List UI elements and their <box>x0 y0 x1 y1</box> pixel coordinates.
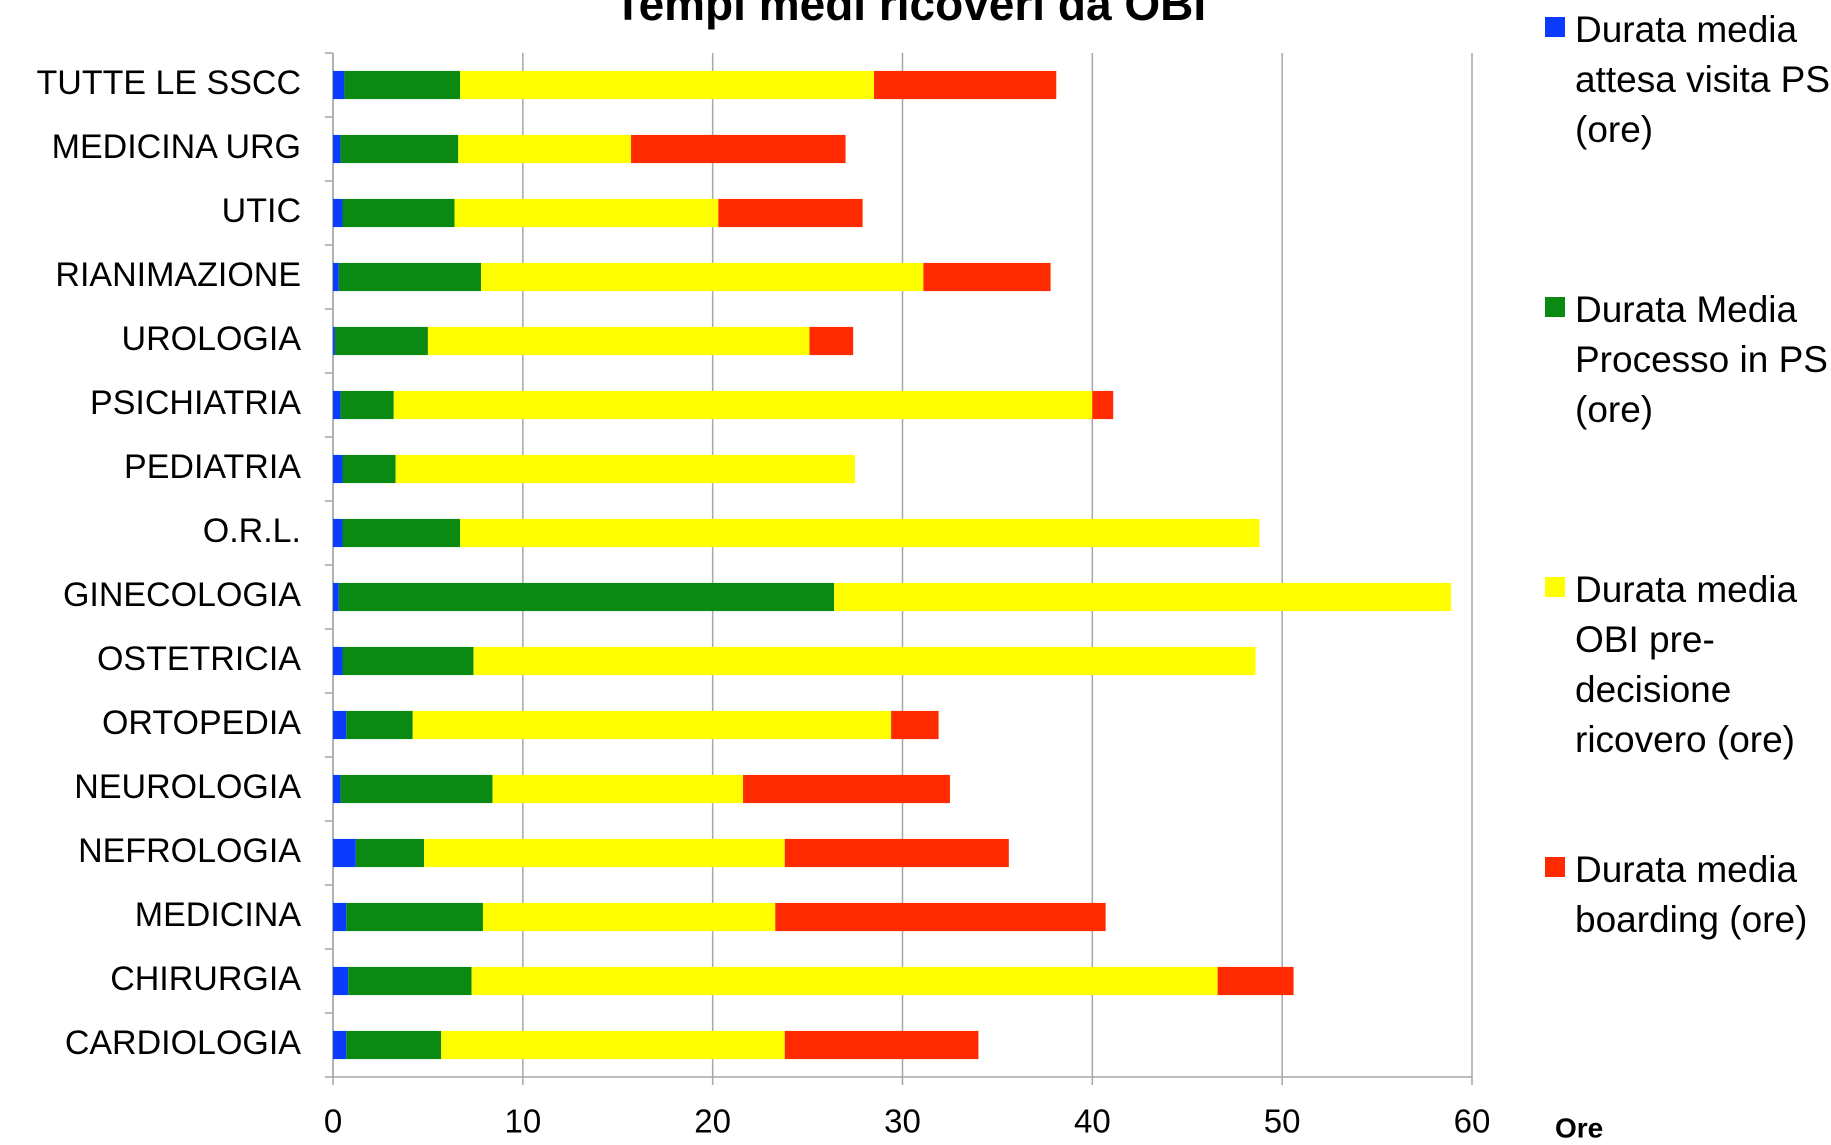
x-axis-label: Ore <box>1555 1112 1603 1143</box>
bar-segment <box>346 710 413 740</box>
bar-segment <box>481 262 924 292</box>
bar-segment <box>460 518 1260 548</box>
bar-segment <box>342 518 461 548</box>
y-tick-label: OSTETRICIA <box>97 640 301 678</box>
y-tick-label: NEFROLOGIA <box>78 832 301 870</box>
y-tick-label: UTIC <box>222 192 301 230</box>
bar-segment <box>333 1030 347 1060</box>
y-tick-label: GINECOLOGIA <box>63 576 301 614</box>
bar-segment <box>333 966 349 996</box>
x-tick-label: 40 <box>1074 1103 1111 1140</box>
bar-segment <box>333 774 341 804</box>
bar-segment <box>340 774 493 804</box>
bar-segment <box>473 646 1256 676</box>
bar-segment <box>454 198 719 228</box>
legend-swatch <box>1545 577 1565 597</box>
bar-segment <box>333 390 341 420</box>
bar-segment <box>333 326 335 356</box>
bar-segment <box>333 198 343 228</box>
bar-segment <box>333 902 347 932</box>
y-tick-label: UROLOGIA <box>122 320 302 358</box>
bar-segment <box>482 902 776 932</box>
legend-swatch <box>1545 857 1565 877</box>
bar-segment <box>338 262 482 292</box>
bar-segment <box>333 134 341 164</box>
bar-segment <box>809 326 854 356</box>
bar-segment <box>340 134 459 164</box>
legend-label: Durata Media Processo in PS (ore) <box>1575 289 1828 430</box>
legend-item: Durata media attesa visita PS (ore) <box>1545 5 1831 155</box>
legend-swatch <box>1545 297 1565 317</box>
bar-segment <box>784 838 1009 868</box>
y-tick-label: CARDIOLOGIA <box>65 1024 301 1062</box>
x-tick-label: 20 <box>694 1103 731 1140</box>
bar-segment <box>342 454 396 484</box>
y-tick-label: PEDIATRIA <box>124 448 301 486</box>
y-tick-label: PSICHIATRIA <box>90 384 301 422</box>
bar-segment <box>333 70 345 100</box>
bar-segment <box>492 774 744 804</box>
bar-segment <box>348 966 472 996</box>
legend-label: Durata media attesa visita PS (ore) <box>1575 9 1831 150</box>
bar-segment <box>1092 390 1114 420</box>
bar-segment <box>344 70 461 100</box>
bar-segment <box>346 902 483 932</box>
bar-segment <box>1217 966 1294 996</box>
x-tick-label: 0 <box>324 1103 342 1140</box>
bar-segment <box>412 710 892 740</box>
y-tick-label: TUTTE LE SSCC <box>37 64 301 102</box>
bar-segment <box>333 582 339 612</box>
bar-segment <box>743 774 950 804</box>
y-tick-label: ORTOPEDIA <box>102 704 301 742</box>
bar-segment <box>333 838 356 868</box>
bar-segment <box>471 966 1218 996</box>
x-tick-label: 60 <box>1454 1103 1491 1140</box>
legend-item: Durata media boarding (ore) <box>1545 845 1831 945</box>
chart-title: Tempi medi ricoveri da OBI <box>614 0 1206 30</box>
bar-segment <box>333 710 347 740</box>
legend-label: Durata media boarding (ore) <box>1575 849 1808 940</box>
bar-segment <box>458 134 632 164</box>
bar-segment <box>333 646 343 676</box>
bar-segment <box>334 326 428 356</box>
y-tick-label: CHIRURGIA <box>110 960 301 998</box>
y-tick-label: MEDICINA <box>135 896 302 934</box>
bar-segment <box>342 198 455 228</box>
bar-segment <box>834 582 1452 612</box>
x-tick-label: 10 <box>504 1103 541 1140</box>
bar-segment <box>874 70 1057 100</box>
bar-segment <box>923 262 1051 292</box>
bar-segment <box>340 390 394 420</box>
bar-segment <box>333 454 343 484</box>
y-tick-label: MEDICINA URG <box>52 128 301 166</box>
y-tick-label: O.R.L. <box>203 512 301 550</box>
legend-label: Durata media OBI pre-decisione ricovero … <box>1575 569 1798 760</box>
bar-segment <box>441 1030 785 1060</box>
bar-segment <box>393 390 1093 420</box>
bar-segment <box>346 1030 442 1060</box>
legend-item: Durata Media Processo in PS (ore) <box>1545 285 1831 435</box>
bar-segment <box>424 838 785 868</box>
x-tick-label: 50 <box>1264 1103 1301 1140</box>
legend-swatch <box>1545 17 1565 37</box>
y-tick-label: NEUROLOGIA <box>74 768 301 806</box>
legend-item: Durata media OBI pre-decisione ricovero … <box>1545 565 1831 765</box>
bar-segment <box>333 518 343 548</box>
bar-segment <box>891 710 939 740</box>
bar-segment <box>460 70 875 100</box>
bar-segment <box>333 262 339 292</box>
bar-segment <box>395 454 856 484</box>
bar-segment <box>631 134 846 164</box>
x-tick-label: 30 <box>884 1103 921 1140</box>
bar-segment <box>342 646 474 676</box>
bar-segment <box>355 838 425 868</box>
bar-segment <box>427 326 810 356</box>
y-tick-label: RIANIMAZIONE <box>55 256 301 294</box>
bar-segment <box>775 902 1106 932</box>
bar-segment <box>338 582 835 612</box>
bar-segment <box>784 1030 979 1060</box>
bar-segment <box>718 198 863 228</box>
